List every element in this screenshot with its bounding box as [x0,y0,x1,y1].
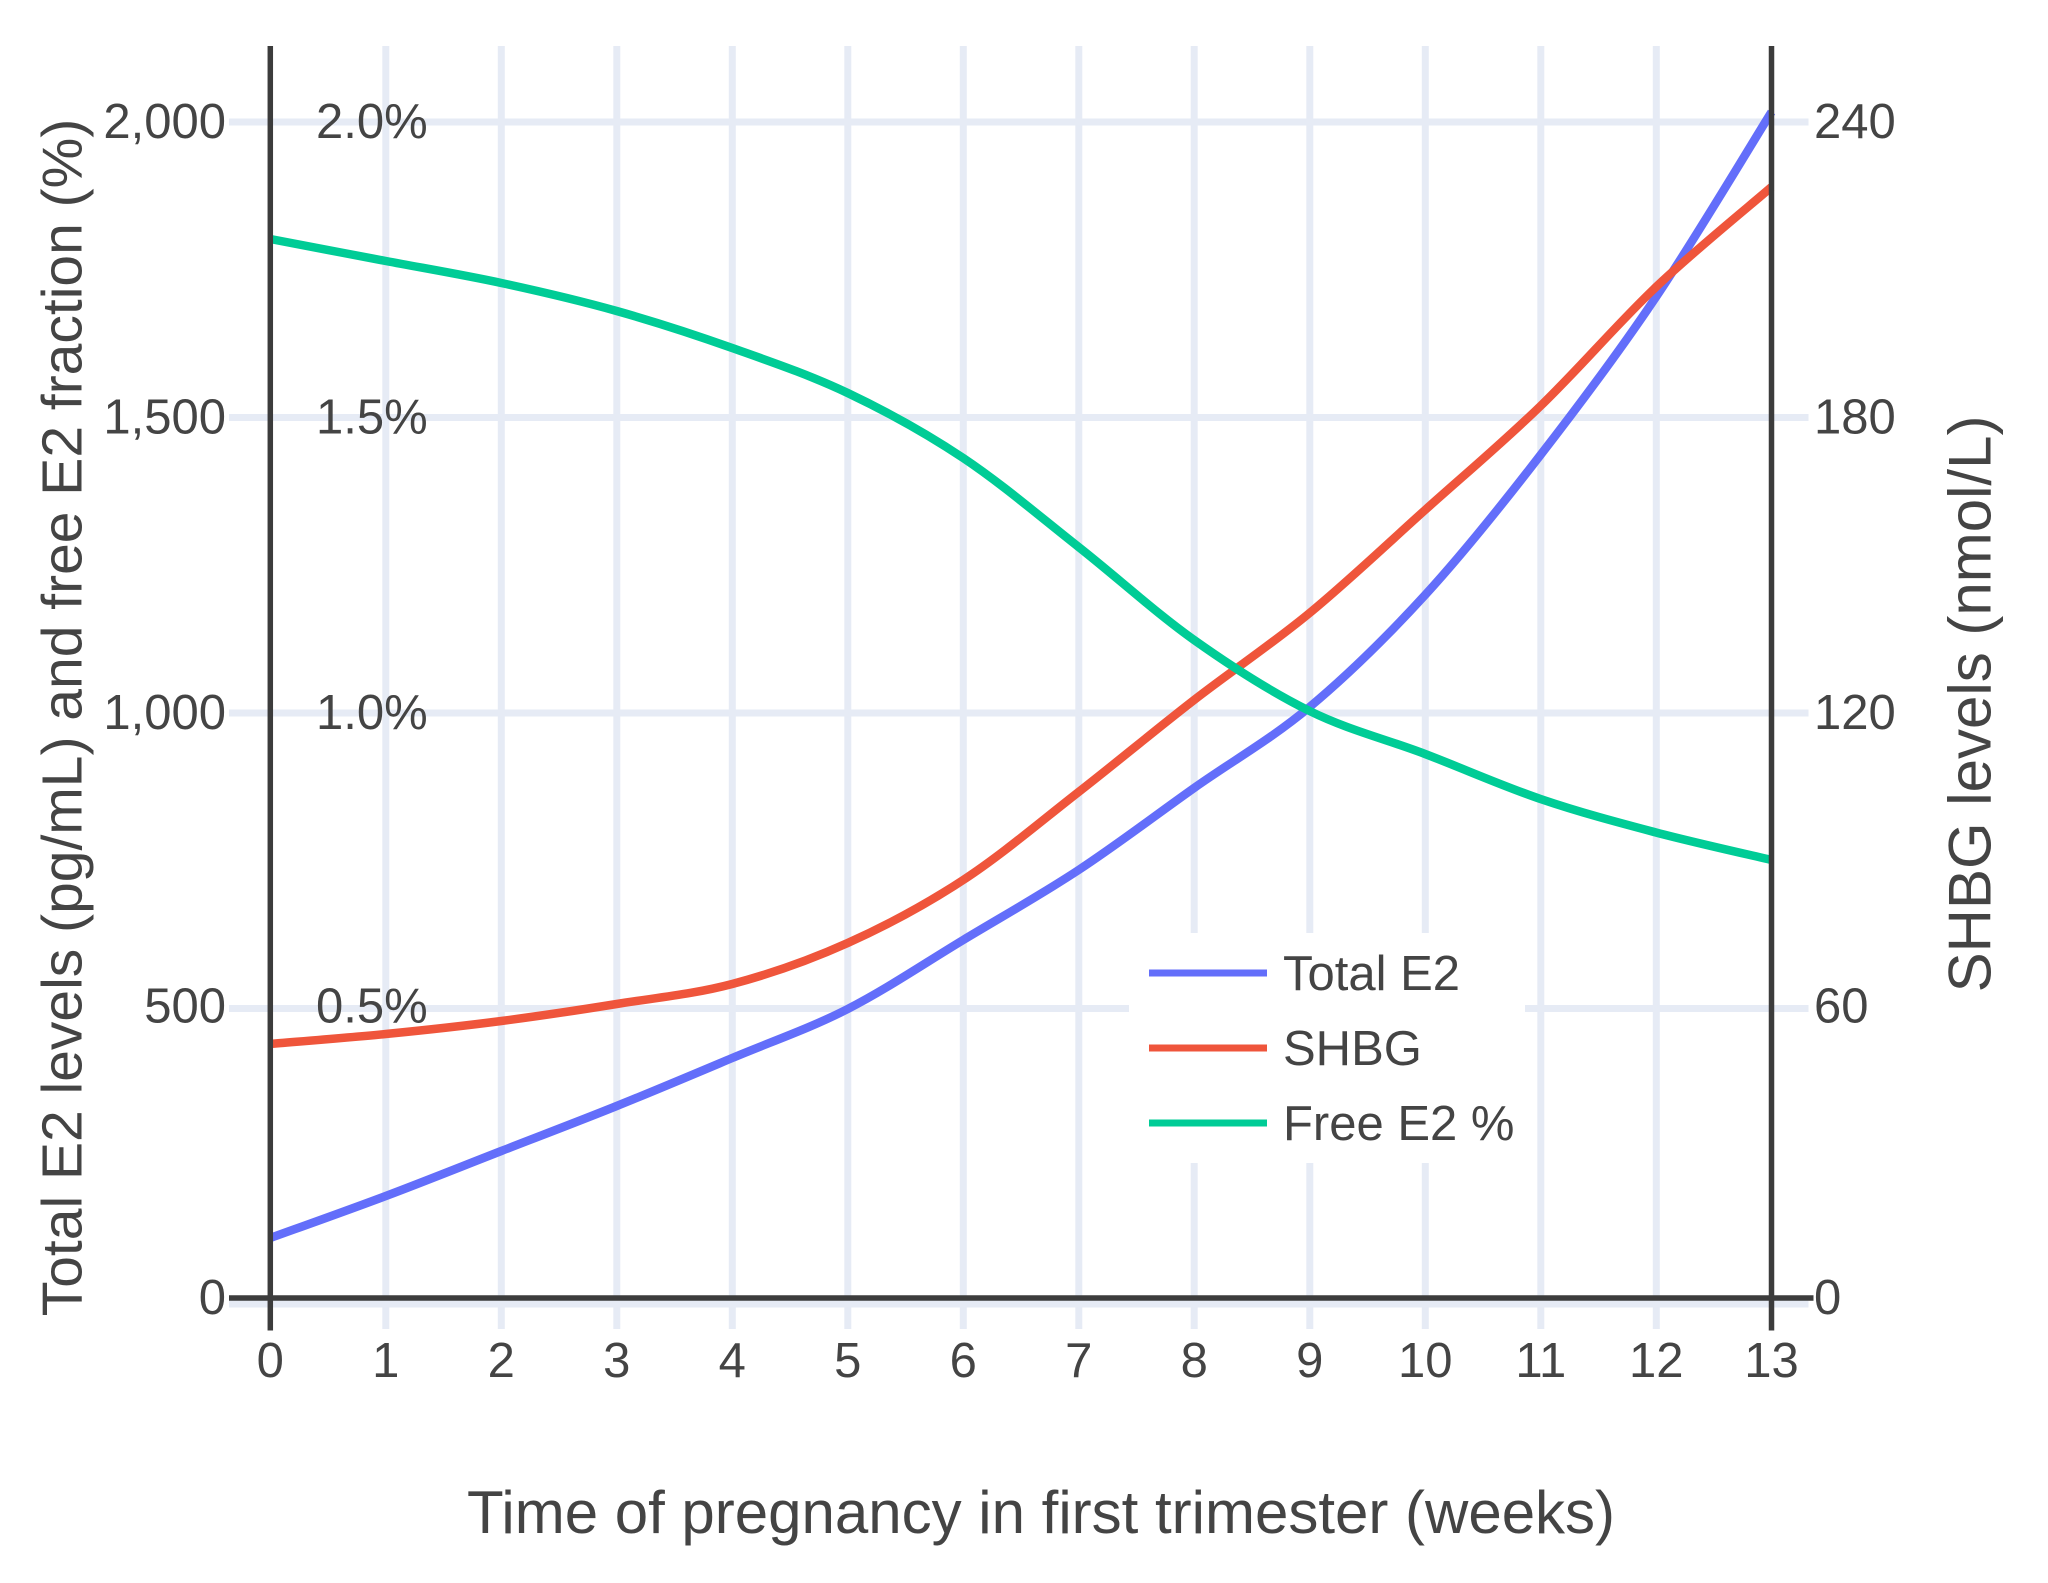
svg-text:180: 180 [1814,391,1896,445]
svg-text:2.0%: 2.0% [316,95,428,149]
svg-text:10: 10 [1398,1334,1453,1388]
svg-text:60: 60 [1814,980,1869,1034]
svg-text:Total E2 levels (pg/mL) and fr: Total E2 levels (pg/mL) and free E2 frac… [30,119,94,1317]
svg-text:Time of pregnancy in first tri: Time of pregnancy in first trimester (we… [467,1479,1615,1546]
svg-text:Total E2: Total E2 [1283,947,1460,1001]
svg-text:1: 1 [372,1334,399,1388]
svg-text:500: 500 [144,980,226,1034]
svg-text:2: 2 [488,1334,515,1388]
svg-text:5: 5 [834,1334,861,1388]
svg-text:1,500: 1,500 [103,391,226,445]
svg-text:3: 3 [603,1334,630,1388]
svg-text:8: 8 [1181,1334,1208,1388]
svg-text:0: 0 [199,1271,226,1325]
svg-text:SHBG levels (nmol/L): SHBG levels (nmol/L) [1937,416,2004,993]
svg-text:1,000: 1,000 [103,686,226,740]
svg-text:2,000: 2,000 [103,95,226,149]
svg-text:9: 9 [1296,1334,1323,1388]
svg-text:7: 7 [1065,1334,1092,1388]
svg-text:12: 12 [1629,1334,1684,1388]
svg-text:Free E2 %: Free E2 % [1283,1097,1514,1151]
svg-text:11: 11 [1515,1334,1566,1388]
svg-text:0: 0 [1814,1271,1841,1325]
svg-text:13: 13 [1744,1334,1799,1388]
svg-text:240: 240 [1814,95,1896,149]
svg-text:0: 0 [257,1334,284,1388]
svg-text:1.0%: 1.0% [316,686,428,740]
svg-text:120: 120 [1814,686,1896,740]
svg-text:6: 6 [950,1334,977,1388]
svg-text:SHBG: SHBG [1283,1022,1422,1076]
svg-text:4: 4 [719,1334,746,1388]
svg-text:1.5%: 1.5% [316,391,428,445]
svg-text:0.5%: 0.5% [316,980,428,1034]
